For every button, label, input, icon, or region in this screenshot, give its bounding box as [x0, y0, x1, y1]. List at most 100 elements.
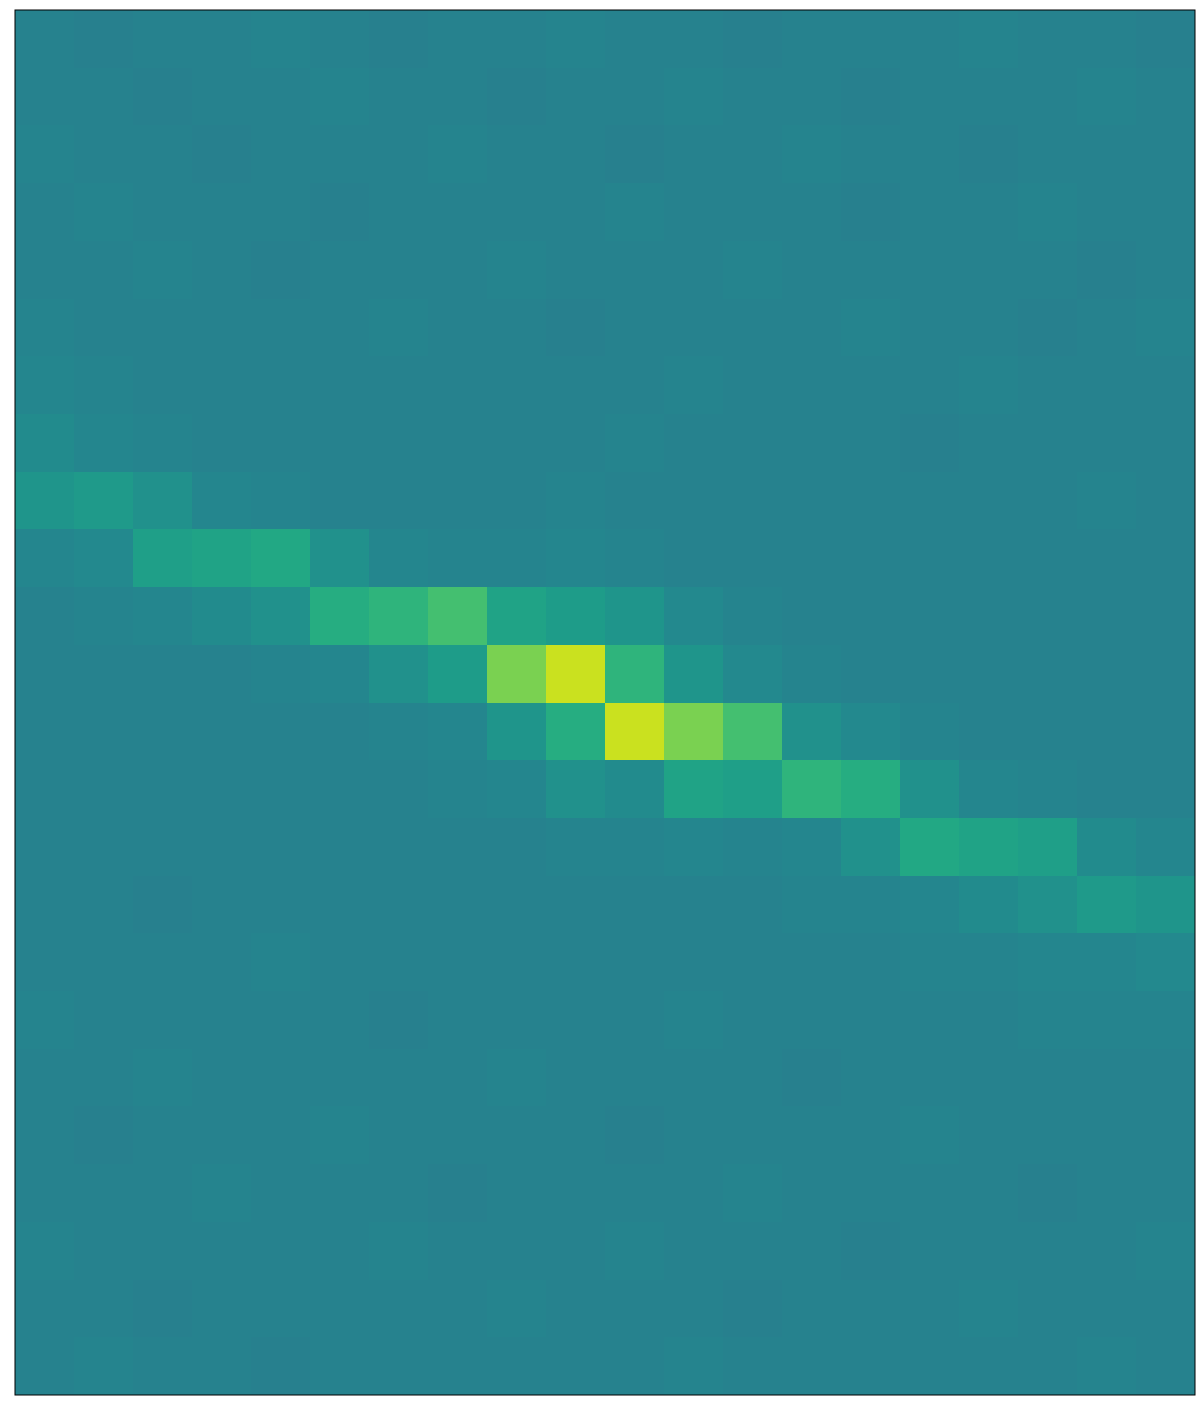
- heatmap-cell: [310, 10, 370, 68]
- heatmap-cell: [841, 1222, 901, 1280]
- heatmap-cell: [487, 876, 547, 934]
- heatmap-cell: [310, 703, 370, 761]
- heatmap-cell: [664, 125, 724, 183]
- heatmap-cell: [1136, 645, 1195, 703]
- heatmap-cell: [133, 1222, 193, 1280]
- heatmap-cell: [1136, 703, 1195, 761]
- heatmap-cell: [900, 529, 960, 587]
- heatmap-cell: [723, 760, 783, 818]
- heatmap-cell: [428, 472, 488, 530]
- heatmap-cell: [959, 1164, 1019, 1222]
- heatmap-cell: [1018, 818, 1078, 876]
- heatmap-cell: [74, 876, 134, 934]
- heatmap-cell: [723, 529, 783, 587]
- heatmap-cell: [251, 1164, 311, 1222]
- heatmap-cell: [723, 933, 783, 991]
- heatmap-cell: [192, 356, 252, 414]
- heatmap-cell: [841, 876, 901, 934]
- heatmap-cell: [841, 299, 901, 357]
- heatmap-cell: [74, 703, 134, 761]
- heatmap-cell: [133, 68, 193, 126]
- heatmap-cell: [192, 1337, 252, 1395]
- heatmap-cell: [1018, 472, 1078, 530]
- heatmap-cell: [1077, 760, 1137, 818]
- heatmap-cell: [782, 10, 842, 68]
- heatmap-cell: [900, 10, 960, 68]
- heatmap-cell: [1136, 587, 1195, 645]
- heatmap-cell: [192, 472, 252, 530]
- heatmap-cell: [959, 1049, 1019, 1107]
- heatmap-cell: [546, 587, 606, 645]
- heatmap-cell: [133, 1337, 193, 1395]
- heatmap-cell: [487, 760, 547, 818]
- heatmap-cell: [487, 1164, 547, 1222]
- heatmap-cell: [605, 760, 665, 818]
- heatmap-cell: [723, 1164, 783, 1222]
- heatmap-cell: [1077, 414, 1137, 472]
- heatmap-cell: [192, 183, 252, 241]
- heatmap-cell: [959, 1106, 1019, 1164]
- heatmap-cell: [959, 472, 1019, 530]
- heatmap-cell: [428, 1106, 488, 1164]
- heatmap-cell: [605, 1280, 665, 1338]
- heatmap-cell: [192, 1049, 252, 1107]
- heatmap-cell: [192, 703, 252, 761]
- heatmap-cell: [841, 68, 901, 126]
- heatmap-cell: [546, 933, 606, 991]
- heatmap-cell: [1077, 472, 1137, 530]
- heatmap-cell: [310, 645, 370, 703]
- heatmap-cell: [15, 1337, 75, 1395]
- heatmap-cell: [841, 1280, 901, 1338]
- heatmap-cell: [369, 1164, 429, 1222]
- heatmap-cell: [1136, 1280, 1195, 1338]
- heatmap-cell: [546, 125, 606, 183]
- heatmap-cell: [74, 299, 134, 357]
- heatmap-cell: [428, 587, 488, 645]
- heatmap-cell: [15, 1106, 75, 1164]
- heatmap-cell: [133, 876, 193, 934]
- heatmap-cell: [900, 991, 960, 1049]
- heatmap-cell: [959, 991, 1019, 1049]
- heatmap-cell: [192, 1280, 252, 1338]
- heatmap-cell: [487, 68, 547, 126]
- heatmap-cell: [900, 241, 960, 299]
- heatmap-cell: [664, 1106, 724, 1164]
- heatmap-cell: [369, 991, 429, 1049]
- heatmap-cell: [15, 1280, 75, 1338]
- heatmap-cell: [546, 818, 606, 876]
- heatmap-cell: [133, 1106, 193, 1164]
- heatmap-cell: [546, 1164, 606, 1222]
- heatmap-cell: [841, 10, 901, 68]
- heatmap-cell: [133, 356, 193, 414]
- heatmap-cell: [74, 125, 134, 183]
- heatmap-cell: [1136, 1164, 1195, 1222]
- heatmap-cell: [782, 1049, 842, 1107]
- heatmap-cell: [664, 818, 724, 876]
- heatmap-cell: [546, 68, 606, 126]
- heatmap-cell: [605, 529, 665, 587]
- heatmap-cell: [664, 991, 724, 1049]
- heatmap-cell: [369, 529, 429, 587]
- heatmap-cell: [74, 10, 134, 68]
- heatmap-cell: [251, 241, 311, 299]
- heatmap-cell: [74, 68, 134, 126]
- heatmap-cell: [723, 991, 783, 1049]
- heatmap-cell: [74, 991, 134, 1049]
- heatmap-cell: [487, 1106, 547, 1164]
- heatmap-cell: [782, 645, 842, 703]
- heatmap-cell: [251, 760, 311, 818]
- heatmap-cell: [251, 414, 311, 472]
- heatmap-cell: [959, 183, 1019, 241]
- heatmap-cell: [664, 529, 724, 587]
- heatmap-cell: [133, 587, 193, 645]
- plot-frame: [15, 10, 1195, 1395]
- heatmap-cell: [74, 183, 134, 241]
- heatmap-cell: [133, 10, 193, 68]
- heatmap-cell: [959, 414, 1019, 472]
- heatmap-cell: [369, 1337, 429, 1395]
- heatmap-cell: [487, 1337, 547, 1395]
- heatmap-cell: [15, 183, 75, 241]
- heatmap-cell: [74, 1049, 134, 1107]
- heatmap-cell: [959, 1280, 1019, 1338]
- heatmap-cell: [310, 933, 370, 991]
